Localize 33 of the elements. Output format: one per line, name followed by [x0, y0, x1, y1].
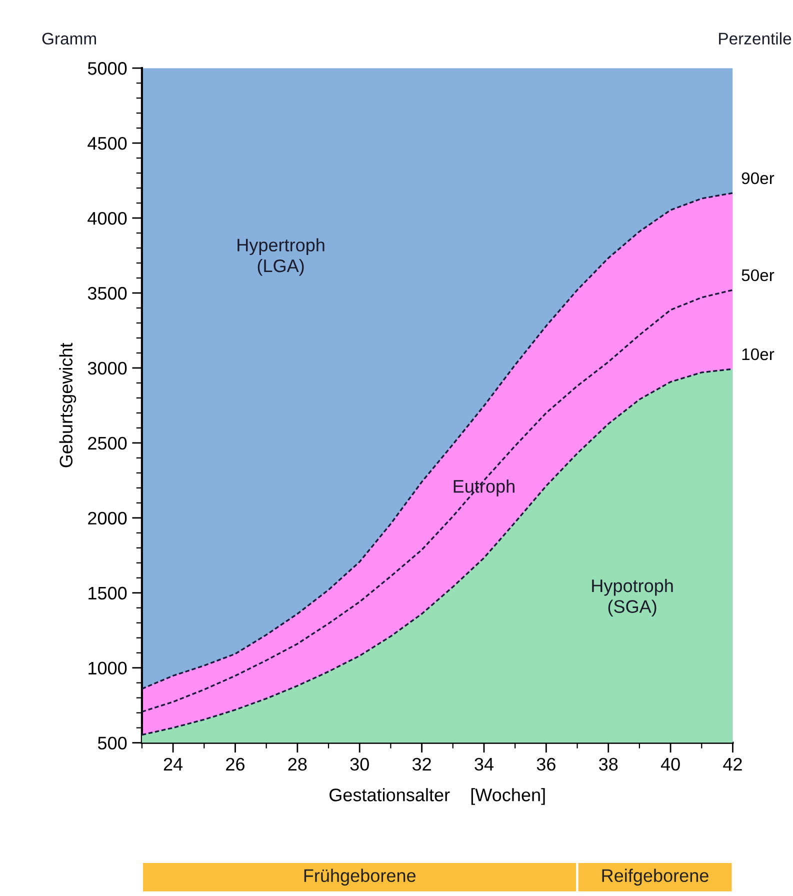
- y-tick-label: 500: [98, 736, 127, 750]
- x-tick-label: 32: [412, 758, 431, 771]
- y-tick-label: 4500: [88, 136, 127, 150]
- line-series: [142, 289, 733, 713]
- y-tick-label: 4000: [88, 212, 127, 225]
- series-label: Frühgeborene: [304, 868, 416, 886]
- x-tick-label: 42: [723, 758, 742, 770]
- x-tick-label: 24: [164, 758, 183, 770]
- x-axis-title: Gestationsalter [Wochen]: [330, 788, 545, 805]
- y-tick-label: 3000: [88, 362, 127, 375]
- y-tick-label: 2000: [88, 512, 127, 525]
- y-tick-label: 1000: [88, 662, 127, 675]
- text: Perzentile: [719, 32, 792, 45]
- y-tick-label: 2500: [88, 436, 127, 450]
- y-tick-label: 5000: [88, 62, 127, 75]
- series-label: Reifgeborene: [602, 868, 708, 886]
- annotation: Hypertroph (LGA): [238, 238, 324, 276]
- x-tick-label: 40: [660, 758, 680, 771]
- x-tick-label: 28: [288, 758, 307, 771]
- x-tick-label: 36: [536, 758, 556, 771]
- y-tick-label: 1500: [88, 586, 127, 600]
- y-tick-label: 3500: [88, 286, 127, 300]
- annotation: Hypotroph (SGA): [592, 578, 673, 617]
- x-tick-label: 30: [350, 758, 369, 771]
- y-axis-title: Geburtsgewicht: [59, 342, 76, 468]
- x-tick-label: 34: [474, 758, 494, 771]
- x-tick-label: 26: [226, 758, 244, 771]
- series-label: 50er: [742, 269, 774, 282]
- series-label: 10er: [742, 348, 774, 360]
- series-label: 90er: [742, 172, 774, 184]
- text: Gramm: [42, 32, 96, 45]
- x-tick-label: 38: [599, 758, 618, 771]
- annotation: Eutroph: [454, 479, 514, 496]
